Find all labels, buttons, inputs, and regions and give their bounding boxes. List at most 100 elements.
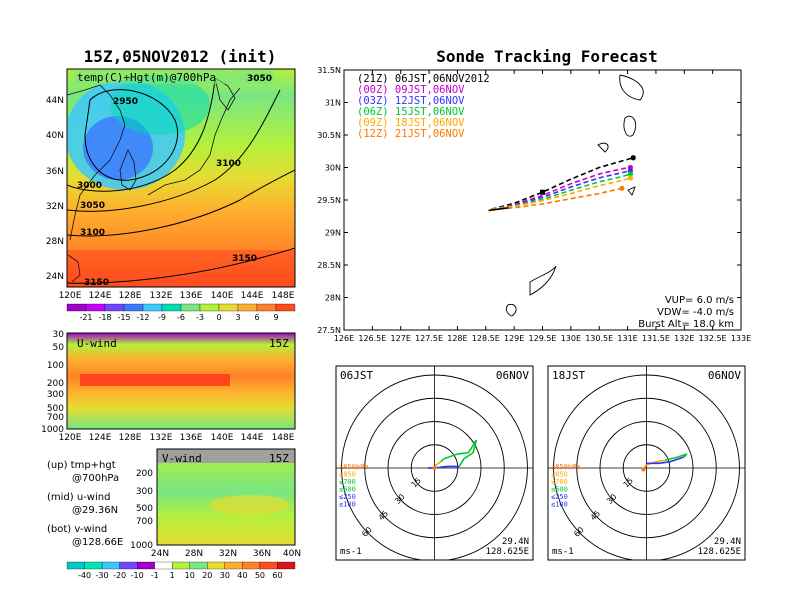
temp-colorbar-label: 6	[254, 313, 259, 322]
lon-tick-label: 148E	[272, 291, 295, 301]
track-endpoint	[627, 171, 634, 177]
legend-mid-line2: @29.36N	[72, 505, 118, 516]
x-tick-label: 129E	[504, 334, 524, 343]
level-legend-entry: ≤500	[551, 486, 568, 494]
panel-legend: (up) tmp+hgt @700hPa (mid) u-wind @29.36…	[47, 460, 123, 548]
left-panel-title: 15Z,05NOV2012 (init)	[84, 47, 277, 66]
temp-colorbar-swatch	[199, 303, 220, 312]
surface-point	[432, 466, 437, 470]
contour-label: 3150	[84, 278, 109, 288]
lat-tick-label: 40N	[283, 549, 301, 559]
lon-tick-label: 132E	[150, 291, 173, 301]
x-tick-label: 132.5E	[699, 334, 727, 343]
level-legend-entry: ≤850	[339, 471, 356, 479]
legend-mid-line1: (mid) u-wind	[47, 492, 110, 503]
lon-tick-label: 144E	[241, 291, 264, 301]
track-legend-entry: (21Z) 06JST,06NOV2012	[357, 73, 490, 85]
temp-colorbar-swatch	[237, 303, 258, 312]
wind-colorbar-swatch	[189, 561, 208, 570]
u-wind-pressure-axis: 30 50 100 200 300 500 700 1000	[41, 330, 64, 435]
y-tick-label: 31N	[325, 99, 341, 108]
u-wind-time: 15Z	[269, 337, 289, 350]
hodograph-trace	[443, 439, 478, 467]
hodograph-date: 06NOV	[708, 369, 741, 382]
track-forecast-panel: Sonde Tracking Forecast (21Z) 06JST,06NO…	[317, 47, 751, 343]
x-tick-label: 128E	[447, 334, 467, 343]
x-tick-label: 131E	[617, 334, 637, 343]
hodograph-lat: 29.4N	[502, 537, 529, 547]
y-tick-label: 29N	[325, 229, 341, 238]
legend-bot-line1: (bot) v-wind	[47, 524, 107, 535]
wind-colorbar: -40 -30 -20 -10 -1 1 10 20 30 40 50 60	[66, 561, 296, 580]
track-line	[491, 173, 631, 210]
lat-tick-label: 44N	[46, 96, 64, 106]
x-tick-label: 127.5E	[415, 334, 443, 343]
level-legend-entry: ≤700	[339, 478, 356, 486]
pressure-tick: 1000	[130, 541, 153, 551]
pressure-tick: 300	[47, 390, 64, 400]
contour-label: 3150	[232, 254, 257, 264]
track-endpoint	[619, 185, 625, 191]
track-endpoint	[630, 155, 636, 161]
warm-region	[67, 250, 295, 287]
temp-colorbar-label: -3	[196, 313, 204, 322]
lat-tick-label: 32N	[46, 202, 64, 212]
temperature-height-map: temp(C)+Hgt(m)@700hPa 2950 3000 3050 310…	[46, 68, 296, 301]
sonde-params: VUP= 6.0 m/s VDW= -4.0 m/s Burst Alt= 18…	[638, 295, 734, 330]
temperature-colorbar: -21 -18 -15 -12 -9 -6 -3 0 3 6 9	[66, 303, 296, 322]
legend-up-line1: (up) tmp+hgt	[47, 460, 116, 471]
wind-colorbar-swatch	[84, 561, 103, 570]
track-legend-entry: (03Z) 12JST,06NOV	[357, 95, 465, 107]
track-line	[491, 177, 631, 210]
lon-tick-label: 124E	[89, 291, 112, 301]
temp-colorbar-swatch	[256, 303, 277, 312]
island-outline	[627, 186, 636, 196]
wind-colorbar-swatch	[101, 561, 120, 570]
wind-colorbar-label: 10	[185, 571, 195, 580]
level-legend-entry: ≥850hPa	[339, 463, 369, 471]
map-label: temp(C)+Hgt(m)@700hPa	[77, 71, 216, 84]
u-wind-label: U-wind	[77, 337, 117, 350]
level-legend-entry: ≤700	[551, 478, 568, 486]
descent-speed: VDW= -4.0 m/s	[657, 307, 734, 318]
level-legend-entry: ≤500	[339, 486, 356, 494]
pressure-tick: 700	[47, 413, 64, 423]
contour-3050	[67, 89, 281, 212]
track-islands	[505, 74, 644, 317]
burst-altitude: Burst Alt= 18.0 km	[638, 319, 734, 330]
v-wind-section: V-wind 15Z 200 300 500 700 1000 24N 28N …	[130, 448, 301, 559]
y-tick-label: 30.5N	[317, 131, 341, 140]
x-tick-label: 128.5E	[472, 334, 500, 343]
pressure-tick: 30	[53, 330, 65, 340]
wind-colorbar-swatch	[259, 561, 278, 570]
pressure-tick: 100	[47, 361, 64, 371]
wind-colorbar-swatch	[242, 561, 261, 570]
pressure-tick: 200	[47, 379, 64, 389]
contour-label: 3000	[77, 181, 102, 191]
track-endpoint	[627, 175, 634, 181]
temp-colorbar-swatch	[85, 303, 106, 312]
temp-colorbar-swatch	[161, 303, 182, 312]
hodograph-trace	[435, 461, 442, 466]
track-legend-entry: (06Z) 15JST,06NOV	[357, 106, 465, 118]
lon-tick-label: 140E	[211, 291, 234, 301]
cold-core-center	[83, 116, 153, 180]
track-title: Sonde Tracking Forecast	[436, 47, 658, 66]
launch-segment	[488, 207, 509, 212]
taiwan-coastline	[67, 254, 81, 283]
level-legend-entry: ≤100	[339, 501, 356, 509]
pressure-tick: 500	[136, 504, 153, 514]
lon-tick-label: 120E	[59, 433, 82, 443]
v-wind-time: 15Z	[269, 452, 289, 465]
track-series	[488, 155, 636, 212]
lon-tick-label: 140E	[211, 433, 234, 443]
map-frame	[66, 68, 296, 288]
china-coastline	[67, 84, 126, 241]
lon-tick-label: 124E	[89, 433, 112, 443]
temp-colorbar-label: -18	[98, 313, 111, 322]
wind-colorbar-label: -10	[131, 571, 144, 580]
wind-colorbar-swatch	[224, 561, 243, 570]
